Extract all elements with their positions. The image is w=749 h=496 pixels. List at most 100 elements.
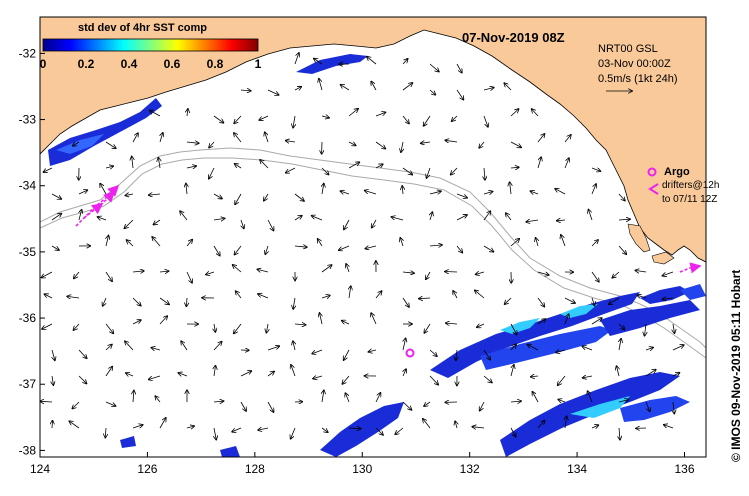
current-vector (375, 427, 383, 435)
y-tick-label: -35 (19, 245, 37, 259)
current-vector (510, 182, 511, 195)
legend: std dev of 4hr SST comp 0 0.2 0.4 0.6 0.8 1 (40, 22, 262, 71)
current-vector (348, 162, 359, 169)
current-vector (483, 115, 488, 127)
current-vector (456, 245, 462, 253)
current-vector (618, 245, 626, 254)
current-vector (186, 426, 194, 428)
current-vector (98, 217, 107, 220)
current-vector (126, 373, 134, 376)
argo-float-marker[interactable] (405, 348, 415, 358)
current-vector (483, 88, 494, 91)
current-vector (294, 216, 302, 221)
current-vector (662, 271, 674, 276)
current-vector (132, 271, 144, 272)
current-vector (532, 392, 539, 403)
current-vector (375, 164, 383, 169)
current-vector (51, 245, 59, 250)
current-vector (537, 134, 545, 143)
legend-colorbar (42, 38, 259, 52)
current-vector (286, 167, 296, 173)
current-vector (591, 318, 602, 325)
current-vector (591, 271, 599, 282)
current-vector (313, 376, 323, 379)
current-vector (531, 376, 539, 377)
current-vector (105, 166, 113, 168)
current-vector (506, 213, 512, 221)
current-vector (105, 367, 112, 377)
current-vector (424, 401, 431, 406)
current-vector (153, 219, 161, 225)
current-vector (510, 109, 519, 117)
current-vector (321, 167, 329, 175)
current-vector (591, 168, 601, 171)
current-vector (510, 167, 519, 168)
current-vector (339, 245, 350, 250)
current-vector (673, 323, 675, 333)
drifter-label-2: to 07/11 12Z (662, 194, 717, 205)
y-tick-label: -37 (19, 377, 37, 391)
current-vector (51, 193, 61, 199)
current-vector (105, 401, 116, 406)
current-vector (536, 238, 538, 247)
x-tick-label: 134 (567, 462, 587, 476)
y-tick-label: -38 (19, 443, 37, 457)
current-vector (159, 297, 169, 304)
current-vector (240, 401, 246, 411)
current-vector (375, 141, 385, 149)
current-vector (349, 286, 351, 299)
current-vector (558, 400, 566, 403)
current-vector (662, 298, 674, 299)
x-tick-label: 132 (460, 462, 480, 476)
current-vector (133, 391, 134, 403)
legend-tick-label: 0 (40, 57, 47, 71)
current-vector (314, 59, 323, 65)
current-vector (348, 142, 356, 146)
current-vector (395, 427, 404, 434)
current-vector (537, 271, 549, 275)
drifter-track-west[interactable] (75, 184, 120, 227)
current-vector (149, 194, 161, 195)
current-vector (402, 401, 412, 410)
current-vector (132, 425, 143, 429)
current-vector (159, 316, 167, 325)
current-vector (241, 219, 244, 229)
current-vector (456, 215, 467, 221)
drifter-track-east[interactable] (679, 262, 702, 274)
current-vector (322, 390, 324, 403)
x-tick-label: 128 (245, 462, 265, 476)
current-vector (591, 184, 596, 195)
legend-title: std dev of 4hr SST comp (78, 22, 207, 34)
current-vector (673, 401, 674, 414)
current-vector (321, 295, 330, 298)
current-vector (565, 416, 567, 429)
current-vector (371, 313, 377, 325)
current-vector (214, 323, 215, 332)
current-vector (537, 319, 546, 325)
current-vector (429, 89, 435, 95)
y-tick-label: -36 (19, 311, 37, 325)
current-vector (510, 427, 516, 437)
current-vector (342, 375, 350, 384)
current-vector (213, 245, 220, 256)
x-axis: 124 126 128 130 132 134 136 (30, 452, 695, 476)
current-vector (618, 400, 629, 402)
current-vector (267, 401, 274, 412)
current-vector (510, 239, 519, 247)
current-vector (527, 345, 539, 351)
current-vector (403, 338, 406, 351)
current-vector (125, 341, 134, 351)
current-vector (206, 272, 215, 275)
info-model: NRT00 GSL (598, 43, 658, 55)
current-vector (181, 341, 188, 351)
credit: © IMOS 09-Nov-2019 05:11 Hobart (729, 270, 743, 462)
current-vector (294, 324, 306, 325)
current-vector (312, 349, 323, 354)
current-vector (445, 272, 458, 273)
current-vector (159, 418, 166, 429)
current-vector (429, 349, 437, 356)
current-vector (446, 323, 458, 324)
info-block: NRT00 GSL 03-Nov 00:00Z 0.5m/s (1kt 24h) (598, 43, 677, 91)
current-vector (403, 369, 406, 377)
current-vector (293, 341, 295, 351)
